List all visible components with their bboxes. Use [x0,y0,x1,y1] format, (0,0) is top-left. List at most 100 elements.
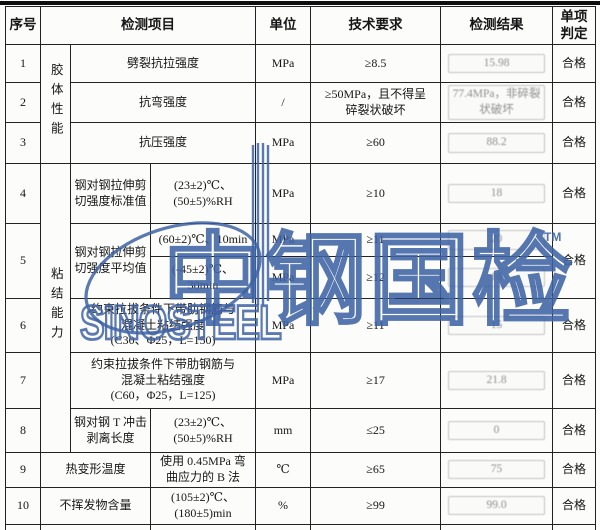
header-verdict: 单项 判定 [552,6,597,45]
table-row: 2 抗弯强度 / ≥50MPa，且不得呈 碎裂状破坏 77.4MPa，非碎裂 状… [5,82,597,123]
cell-unit: MPa [255,352,312,409]
cell-verdict: 合格 [552,44,597,83]
cell-verdict: 合格 [552,452,597,488]
cell-no: 5 [5,223,41,299]
cell-unit: / [255,82,312,123]
cell-result: 15 [440,298,554,353]
result-value: 77.4MPa，非碎裂 状破坏 [448,85,546,120]
result-value: 18 [448,267,546,288]
cell-requirement: ≥60 [310,122,442,164]
result-value: 88.2 [448,133,546,153]
header-requirement: 技术要求 [310,6,442,45]
cell-item: 热变形温度 [40,452,151,488]
cell-unit: % [255,486,312,525]
partial-cell [5,523,41,530]
cell-requirement: ≥12 [310,256,442,299]
cell-requirement: ≤25 [310,408,442,453]
header-unit: 单位 [255,6,312,45]
cell-no: 4 [5,163,41,224]
cell-unit: MPa [255,163,312,224]
test-results-table: 序号 检测项目 单位 技术要求 检测结果 单项 判定 1 胶体性能 劈裂抗拉强度… [5,6,597,530]
cell-result: 15.98 [440,44,554,83]
cell-requirement: ≥99 [310,486,442,525]
cell-item: 劈裂抗拉强度 [69,44,257,83]
result-value: 18 [448,183,546,204]
cell-condition: (23±2)℃、 (50±5)%RH [149,163,257,224]
cell-requirement: ≥17 [310,352,442,409]
cell-no: 9 [5,452,41,488]
cell-verdict: 合格 [552,163,597,224]
cell-result: 75 [440,452,554,488]
cell-unit: MPa [255,298,312,353]
table-row: 8 钢对钢 T 冲击剥离长度 (23±2)℃、 (50±5)%RH mm ≤25… [5,408,597,453]
cell-requirement: ≥11 [310,223,442,257]
partial-cell [149,523,257,530]
cell-unit: mm [255,408,312,453]
cell-verdict: 合格 [552,408,597,453]
partial-cell [310,523,442,530]
table-row: 1 胶体性能 劈裂抗拉强度 MPa ≥8.5 15.98 合格 [5,44,597,164]
cell-unit: MPa [255,122,312,164]
cell-group-gel: 胶体性能 [40,44,71,164]
cell-item: 约束拉拔条件下带肋钢筋与 混凝土粘结强度 (C30、Φ25，L=150) [69,298,257,353]
cell-result: 18 [440,256,554,299]
group-label: 胶体性能 [48,62,63,141]
header-result: 检测结果 [440,6,554,45]
cell-unit: MPa [255,44,312,83]
table-row: 4 粘结能力 钢对钢拉伸剪切强度标准值 (23±2)℃、 (50±5)%RH M… [5,163,597,453]
cell-item: 钢对钢 T 冲击剥离长度 [70,408,151,453]
table-row: 6 约束拉拔条件下带肋钢筋与 混凝土粘结强度 (C30、Φ25，L=150) M… [5,298,597,353]
header-item: 检测项目 [39,6,257,45]
cell-item: 不挥发物含量 [40,486,151,525]
cell-no: 8 [5,408,41,453]
partial-row [5,523,597,530]
cell-item: 抗压强度 [69,122,257,164]
table-row: 9 热变形温度 使用 0.45MPa 弯 曲应力的 B 法 ℃ ≥65 75 合… [5,452,597,488]
cell-result: 20 [440,223,554,257]
cell-item: 钢对钢拉伸剪切强度平均值 [70,223,151,299]
partial-cell [552,523,597,530]
cell-result: 99.0 [440,486,554,525]
result-value: 15.98 [448,53,546,74]
table-row: 5 钢对钢拉伸剪切强度平均值 (60±2)℃、10min MPa ≥11 20 … [5,223,597,299]
cell-condition: (105±2)℃、 (180±5)min [149,486,257,525]
cell-group-bond: 粘结能力 [40,163,71,453]
cell-item: 钢对钢拉伸剪切强度标准值 [70,163,151,224]
cell-no: 2 [5,82,41,123]
cell-result: 77.4MPa，非碎裂 状破坏 [440,82,554,123]
result-value: 21.8 [448,370,546,391]
cell-result: 21.8 [440,352,554,409]
result-value: 20 [448,230,546,250]
cell-verdict: 合格 [552,82,597,123]
cell-requirement: ≥11 [310,298,442,353]
cell-verdict: 合格 [552,223,597,299]
table-row: 3 抗压强度 MPa ≥60 88.2 合格 [5,122,597,164]
cell-condition: 使用 0.45MPa 弯 曲应力的 B 法 [149,452,257,488]
cell-requirement: ≥65 [310,452,442,488]
header-row: 序号 检测项目 单位 技术要求 检测结果 单项 判定 [5,6,597,45]
cell-unit: MPa [255,256,312,299]
partial-cell [40,523,151,530]
partial-cell [440,523,554,530]
cell-condition: (23±2)℃、 (50±5)%RH [149,408,257,453]
result-value: 75 [448,460,546,480]
header-no: 序号 [5,6,41,45]
cell-condition: (60±2)℃、10min [149,223,257,257]
top-border-bar [0,1,600,5]
cell-condition: (-45±2)℃、 30min [149,256,257,299]
partial-cell [255,523,312,530]
cell-result: 0 [440,408,554,453]
cell-no: 1 [5,44,41,83]
cell-item: 抗弯强度 [69,82,257,123]
cell-verdict: 合格 [552,486,597,525]
cell-no: 10 [5,486,41,525]
result-value: 15 [448,315,546,336]
cell-unit: MPa [255,223,312,257]
cell-requirement: ≥8.5 [310,44,442,83]
cell-unit: ℃ [255,452,312,488]
result-value: 99.0 [448,496,546,516]
group-label: 粘结能力 [48,266,63,345]
cell-result: 88.2 [440,122,554,164]
cell-requirement: ≥10 [310,163,442,224]
